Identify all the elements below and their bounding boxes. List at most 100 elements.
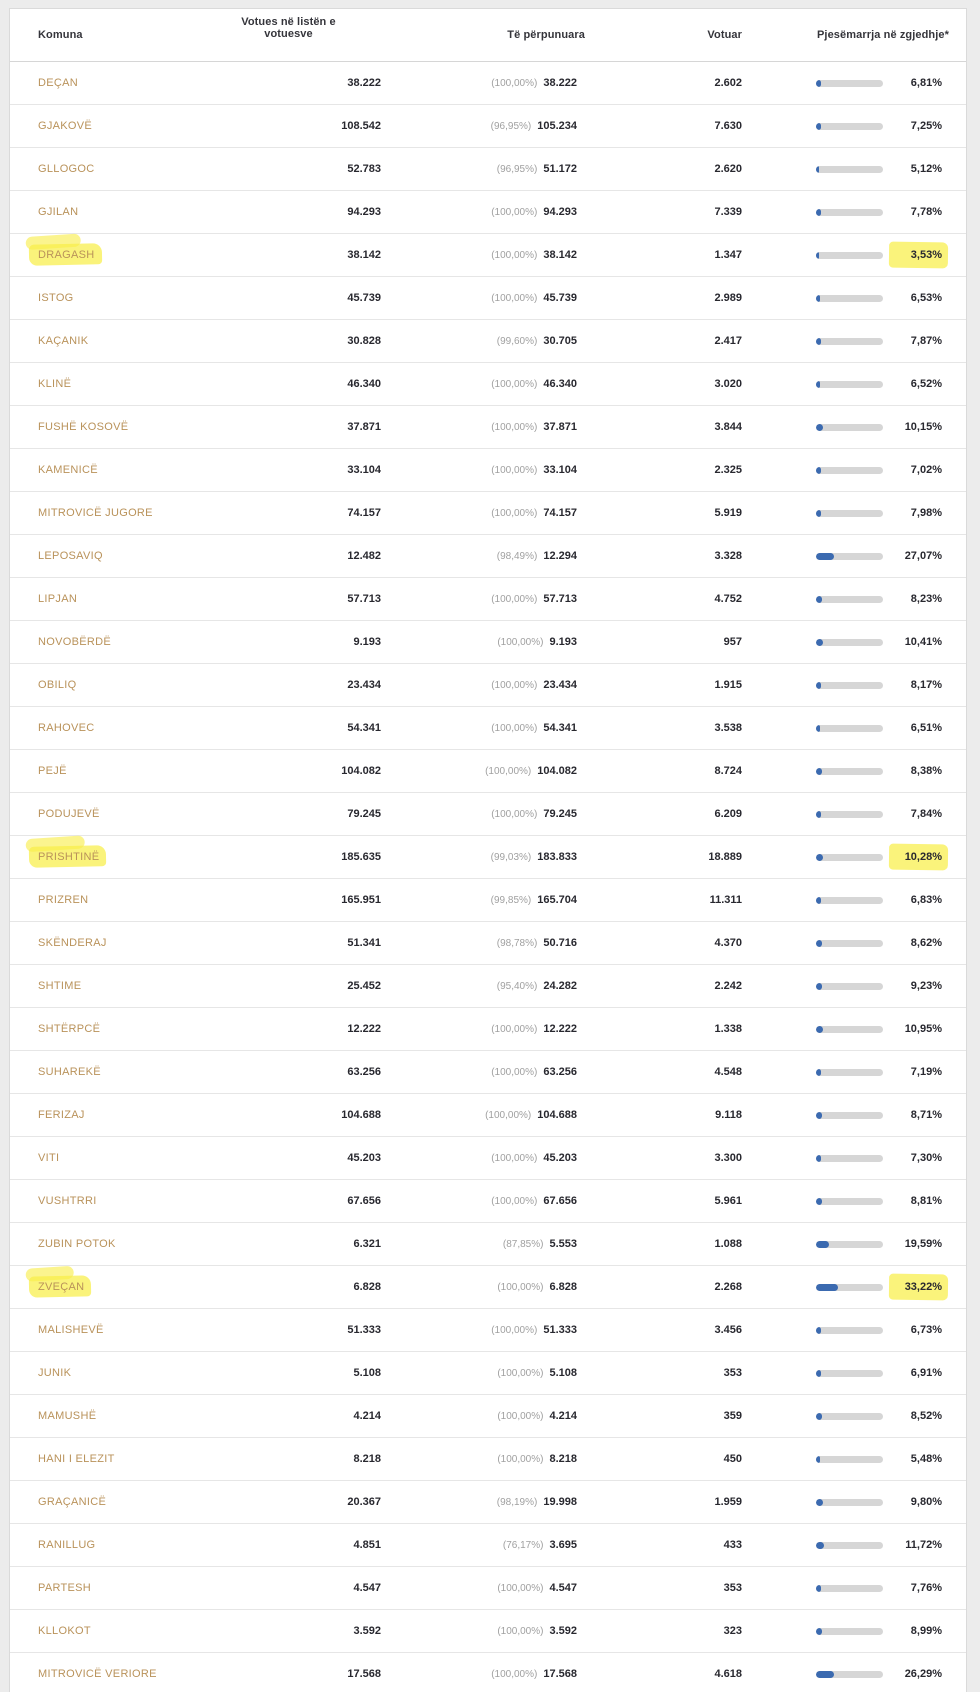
municipality-link[interactable]: SUHAREKË (38, 1066, 101, 1078)
votuar-cell: 4.548 (714, 1066, 742, 1078)
municipality-link[interactable]: PODUJEVË (38, 808, 100, 820)
municipality-link[interactable]: LIPJAN (38, 593, 78, 605)
votuar-cell: 3.538 (714, 722, 742, 734)
municipality-link[interactable]: VITI (38, 1152, 60, 1164)
participation-bar-fill (816, 294, 821, 302)
municipality-link[interactable]: RAHOVEC (38, 722, 95, 734)
participation-bar-fill (816, 595, 822, 603)
participation-bar (816, 1283, 883, 1291)
komuna-cell: HANI I ELEZIT (10, 1453, 238, 1465)
municipality-link[interactable]: HANI I ELEZIT (38, 1453, 115, 1465)
votues-cell: 45.739 (347, 292, 381, 304)
processed-percentage: (100,00%) (491, 1153, 538, 1164)
processed-count: 45.203 (543, 1152, 577, 1164)
municipality-link[interactable]: SKËNDERAJ (38, 937, 107, 949)
municipality-link[interactable]: LEPOSAVIQ (38, 550, 103, 562)
votues-cell: 33.104 (347, 464, 381, 476)
municipality-link[interactable]: FUSHË KOSOVË (38, 421, 129, 433)
municipality-link[interactable]: OBILIQ (38, 679, 77, 691)
komuna-cell: PRISHTINË (10, 845, 238, 868)
municipality-link[interactable]: PRIZREN (38, 894, 89, 906)
municipality-link[interactable]: KLLOKOT (38, 1625, 91, 1637)
perpunuara-cell: (96,95%) 51.172 (383, 163, 579, 175)
pjesemarrja-cell: 6,83% (744, 894, 966, 906)
municipality-link[interactable]: KLINË (38, 378, 72, 390)
participation-percentage: 6,52% (910, 378, 942, 390)
participation-percentage: 8,23% (910, 593, 942, 605)
processed-percentage: (100,00%) (497, 1368, 544, 1379)
participation-bar (816, 724, 883, 732)
processed-percentage: (98,78%) (496, 938, 538, 949)
municipality-link[interactable]: ISTOG (38, 292, 74, 304)
participation-bar (816, 1627, 883, 1635)
pjesemarrja-cell: 7,02% (744, 464, 966, 476)
municipality-link[interactable]: MALISHEVË (38, 1324, 104, 1336)
participation-percentage: 7,78% (910, 206, 942, 218)
municipality-link[interactable]: NOVOBËRDË (38, 636, 111, 648)
participation-bar (816, 896, 883, 904)
votues-cell: 25.452 (347, 980, 381, 992)
komuna-cell: MAMUSHË (10, 1410, 238, 1422)
perpunuara-cell: (76,17%) 3.695 (383, 1539, 579, 1551)
table-header-row: Komuna Votues në listën e votuesve Të pë… (10, 9, 966, 62)
municipality-link[interactable]: JUNIK (38, 1367, 72, 1379)
participation-bar (816, 1369, 883, 1377)
municipality-link[interactable]: GJAKOVË (38, 120, 93, 132)
votuar-cell: 3.844 (714, 421, 742, 433)
processed-percentage: (100,00%) (491, 1325, 538, 1336)
municipality-link[interactable]: ZUBIN POTOK (38, 1238, 116, 1250)
municipality-link[interactable]: FERIZAJ (38, 1109, 85, 1121)
processed-count: 105.234 (537, 120, 577, 132)
pjesemarrja-cell: 7,87% (744, 335, 966, 347)
participation-bar (816, 423, 883, 431)
participation-bar-fill (816, 1498, 823, 1506)
municipality-link[interactable]: DRAGASH (28, 243, 102, 266)
municipality-link[interactable]: MITROVICË VERIORE (38, 1668, 157, 1680)
municipality-link[interactable]: MAMUSHË (38, 1410, 97, 1422)
municipality-link[interactable]: VUSHTRRI (38, 1195, 97, 1207)
pjesemarrja-cell: 33,22% (744, 1273, 966, 1301)
municipality-link[interactable]: PRISHTINË (28, 845, 107, 868)
participation-percentage: 6,73% (910, 1324, 942, 1336)
municipality-link[interactable]: GLLOGOC (38, 163, 95, 175)
participation-bar-fill (816, 1627, 823, 1635)
votues-cell: 37.871 (347, 421, 381, 433)
pjesemarrja-cell: 5,48% (744, 1453, 966, 1465)
municipality-link[interactable]: GRAÇANICË (38, 1496, 107, 1508)
pjesemarrja-cell: 11,72% (744, 1539, 966, 1551)
pjesemarrja-cell: 8,81% (744, 1195, 966, 1207)
table-row: RANILLUG 4.851 (76,17%) 3.695 433 11,72% (10, 1524, 966, 1567)
processed-percentage: (100,00%) (491, 680, 538, 691)
municipality-link[interactable]: ZVEÇAN (28, 1275, 92, 1298)
processed-count: 51.333 (543, 1324, 577, 1336)
pjesemarrja-cell: 7,98% (744, 507, 966, 519)
municipality-link[interactable]: DEÇAN (38, 77, 79, 89)
votuar-cell: 957 (723, 636, 742, 648)
perpunuara-cell: (99,03%) 183.833 (383, 851, 579, 863)
municipality-link[interactable]: KAMENICË (38, 464, 98, 476)
pjesemarrja-cell: 6,51% (744, 722, 966, 734)
municipality-link[interactable]: SHTIME (38, 980, 82, 992)
municipality-link[interactable]: KAÇANIK (38, 335, 89, 347)
municipality-link[interactable]: MITROVICË JUGORE (38, 507, 153, 519)
votuar-cell: 11.311 (709, 894, 742, 906)
municipality-link[interactable]: PARTESH (38, 1582, 92, 1594)
votues-cell: 6.321 (353, 1238, 381, 1250)
perpunuara-cell: (100,00%) 33.104 (383, 464, 579, 476)
municipality-link[interactable]: PEJË (38, 765, 67, 777)
municipality-link[interactable]: GJILAN (38, 206, 79, 218)
table-row: ZVEÇAN 6.828 (100,00%) 6.828 2.268 33,22% (10, 1266, 966, 1309)
table-row: SUHAREKË 63.256 (100,00%) 63.256 4.548 7,… (10, 1051, 966, 1094)
participation-bar (816, 251, 883, 259)
municipality-link[interactable]: RANILLUG (38, 1539, 96, 1551)
participation-percentage: 8,81% (910, 1195, 942, 1207)
participation-bar (816, 1197, 883, 1205)
votuar-cell: 1.915 (714, 679, 742, 691)
votues-cell: 51.333 (347, 1324, 381, 1336)
pjesemarrja-cell: 3,53% (744, 241, 966, 269)
votues-cell: 52.783 (347, 163, 381, 175)
participation-bar-fill (816, 122, 821, 130)
komuna-cell: PODUJEVË (10, 808, 238, 820)
municipality-link[interactable]: SHTËRPCË (38, 1023, 101, 1035)
votuar-cell: 2.989 (714, 292, 742, 304)
